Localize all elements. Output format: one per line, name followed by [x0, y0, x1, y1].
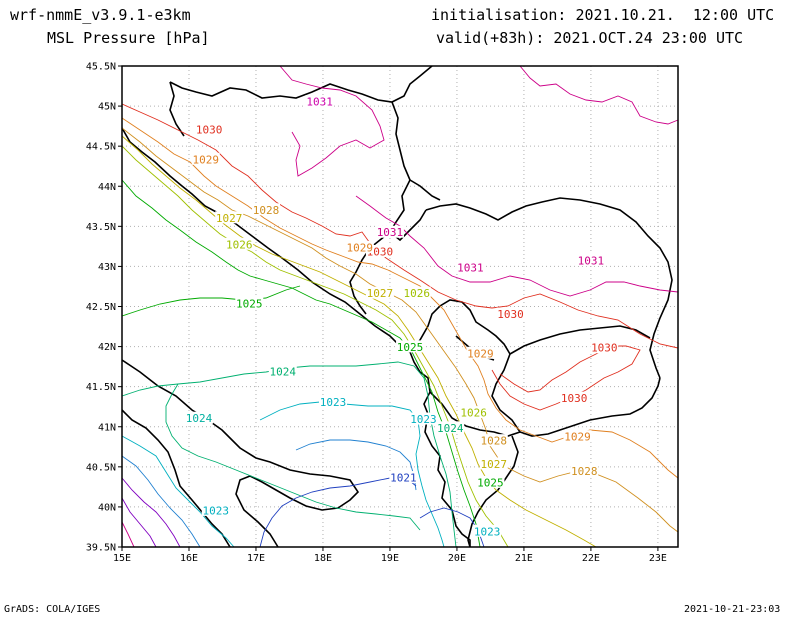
x-axis-ticks: 15E 16E 17E 18E 19E 20E 21E 22E 23E — [113, 547, 667, 564]
contour-label-bg — [402, 286, 431, 299]
contour-label: 1025 — [397, 341, 424, 354]
x-tick-label: 23E — [649, 553, 667, 564]
y-tick-label: 42N — [98, 342, 116, 353]
contour-label: 1024 — [437, 422, 464, 435]
valid-time: valid(+83h): 2021.OCT.24 23:00 UTC — [436, 29, 744, 47]
y-tick-label: 42.5N — [86, 302, 116, 313]
contour-label: 1029 — [347, 241, 374, 254]
contour-label-bg — [496, 307, 525, 320]
contour-label-bg — [268, 365, 297, 378]
x-tick-label: 16E — [180, 553, 198, 564]
contour-label: 1025 — [477, 476, 504, 489]
contour-label-bg — [476, 475, 505, 488]
contour-label-bg — [375, 225, 404, 238]
contour-label-bg — [319, 395, 348, 408]
contour-label: 1027 — [216, 212, 243, 225]
contour-label-bg — [590, 341, 619, 354]
contour-label-bg — [252, 203, 281, 216]
x-tick-label: 17E — [247, 553, 265, 564]
x-tick-label: 18E — [314, 553, 332, 564]
contour-label-bg — [195, 123, 224, 136]
contour-label: 1023 — [320, 396, 347, 409]
contour-label-bg — [570, 464, 599, 477]
contour-label-bg — [225, 237, 254, 250]
contour-label: 1026 — [460, 407, 487, 420]
contour-label: 1028 — [253, 204, 280, 217]
contour-label: 1031 — [457, 262, 484, 275]
contour-label: 1031 — [377, 226, 404, 239]
x-tick-label: 20E — [448, 553, 466, 564]
contour-label: 1026 — [226, 238, 253, 251]
x-tick-label: 15E — [113, 553, 131, 564]
y-tick-label: 45N — [98, 102, 116, 113]
contour-label: 1027 — [481, 458, 508, 471]
timestamp-text: 2021-10-21-23:03 — [684, 604, 781, 615]
contour-label: 1024 — [186, 412, 213, 425]
contour-label-bg — [409, 412, 438, 425]
y-tick-label: 39.5N — [86, 543, 116, 554]
init-time: initialisation: 2021.10.21. 12:00 UTC — [431, 6, 775, 24]
x-tick-label: 22E — [582, 553, 600, 564]
contour-label-bg — [473, 524, 502, 537]
contour-label: 1026 — [403, 287, 430, 300]
y-tick-label: 43N — [98, 262, 116, 273]
contour-label-bg — [466, 346, 495, 359]
contour-label: 1031 — [578, 254, 605, 267]
contour-label: 1021 — [390, 472, 417, 485]
contour-label-bg — [389, 471, 418, 484]
y-tick-label: 44N — [98, 182, 116, 193]
contour-label-bg — [456, 261, 485, 274]
y-tick-label: 40.5N — [86, 462, 116, 473]
contour-labels: 1031 1030 1029 1028 1027 1026 1025 1031 1030 1029… — [185, 95, 619, 538]
contour-label-bg — [215, 211, 244, 224]
contour-label-bg — [345, 240, 374, 253]
coastlines-borders — [121, 65, 673, 548]
y-tick-label: 45.5N — [86, 62, 116, 73]
contour-label: 1023 — [203, 504, 230, 517]
model-title: wrf-nmmE_v3.9.1-e3km — [10, 6, 191, 24]
contour-label-bg — [436, 421, 465, 434]
contour-label: 1030 — [591, 342, 618, 355]
contour-label: 1030 — [561, 392, 588, 405]
field-title: MSL Pressure [hPa] — [47, 29, 210, 47]
contour-label: 1030 — [497, 308, 524, 321]
contour-label-bg — [201, 503, 230, 516]
contour-label-bg — [365, 286, 394, 299]
contour-label: 1024 — [270, 366, 297, 379]
contour-label: 1025 — [236, 298, 263, 311]
contour-label-bg — [560, 391, 589, 404]
contour-label-bg — [305, 95, 334, 108]
contour-label-bg — [563, 430, 592, 443]
contour-label: 1023 — [474, 525, 501, 538]
contour-label: 1023 — [410, 413, 437, 426]
x-tick-label: 21E — [515, 553, 533, 564]
contour-label-bg — [235, 297, 264, 310]
y-axis-ticks: 39.5N 40N 40.5N 41N 41.5N 42N 42.5N 43N 43.5N 44N… — [86, 62, 122, 554]
contour-label: 1029 — [192, 153, 219, 166]
y-tick-label: 43.5N — [86, 222, 116, 233]
contour-label: 1029 — [467, 347, 494, 360]
y-tick-label: 44.5N — [86, 142, 116, 153]
credit-text: GrADS: COLA/IGES — [4, 604, 101, 615]
contour-label-bg — [396, 340, 425, 353]
contour-label: 1027 — [367, 287, 394, 300]
contour-label: 1031 — [306, 96, 333, 109]
contour-label-bg — [185, 411, 214, 424]
contour-label-bg — [459, 406, 488, 419]
x-tick-label: 19E — [381, 553, 399, 564]
contour-label-bg — [191, 152, 220, 165]
contour-label: 1028 — [481, 435, 508, 448]
contour-label: 1029 — [564, 431, 591, 444]
contour-label-bg — [479, 434, 508, 447]
contour-label-bg — [576, 253, 605, 266]
contour-label-bg — [479, 457, 508, 470]
y-tick-label: 41N — [98, 422, 116, 433]
y-tick-label: 41.5N — [86, 382, 116, 393]
contour-label: 1028 — [571, 465, 598, 478]
y-tick-label: 40N — [98, 502, 116, 513]
contour-label: 1030 — [196, 124, 223, 137]
